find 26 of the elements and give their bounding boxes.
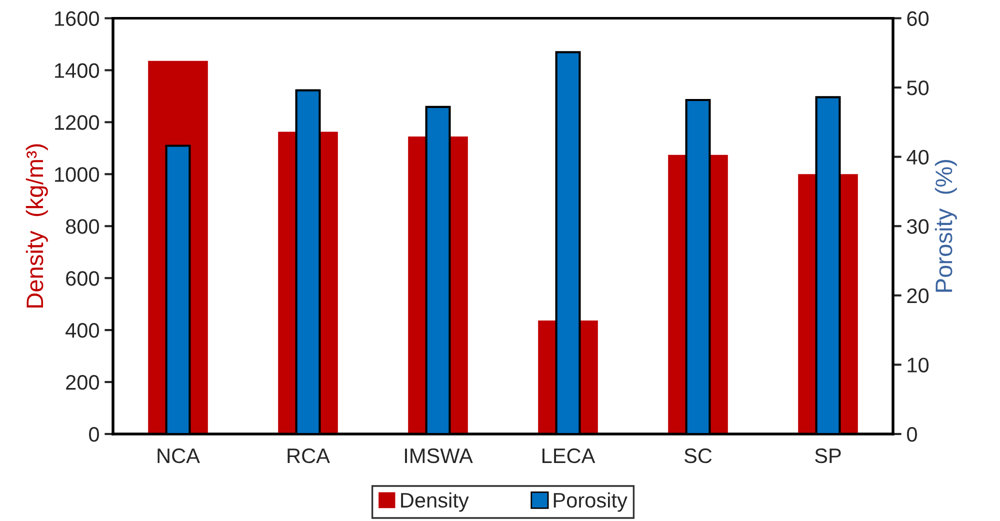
y-tick-label: 800 [66, 219, 99, 234]
x-tick-label: NCA [158, 448, 200, 464]
x-tick-label: SP [815, 448, 841, 464]
y2-tick-label: 0 [907, 426, 917, 442]
y2-tick-label: 10 [908, 358, 929, 372]
y2-tick-label: 60 [907, 11, 929, 26]
y2-tick-label: 40 [906, 150, 929, 165]
x-tick-label: RCA [288, 448, 330, 464]
y-tick-label: 400 [66, 323, 99, 338]
x-tick-label: SC [684, 448, 712, 464]
y-tick-label: 0 [89, 426, 99, 442]
legend-label: Porosity [554, 492, 628, 512]
x-tick-label: LECA [542, 448, 596, 464]
y2-tick-label: 30 [906, 219, 929, 234]
y-tick-label: 600 [66, 271, 99, 286]
y-tick-label: 200 [66, 375, 99, 390]
y-tick-label: 1000 [55, 167, 99, 182]
y-axis-title: Density (kg/m³) [26, 144, 48, 308]
legend-label: Density [401, 492, 469, 512]
y-tick-label: 1400 [55, 63, 99, 78]
y2-axis-title: Porosity (%) [934, 160, 957, 292]
y-tick-label: 1600 [55, 11, 99, 26]
y-tick-label: 1200 [55, 115, 99, 130]
y2-tick-label: 50 [907, 80, 929, 96]
x-tick-label: IMSWA [405, 448, 473, 464]
y2-tick-label: 20 [907, 288, 929, 304]
